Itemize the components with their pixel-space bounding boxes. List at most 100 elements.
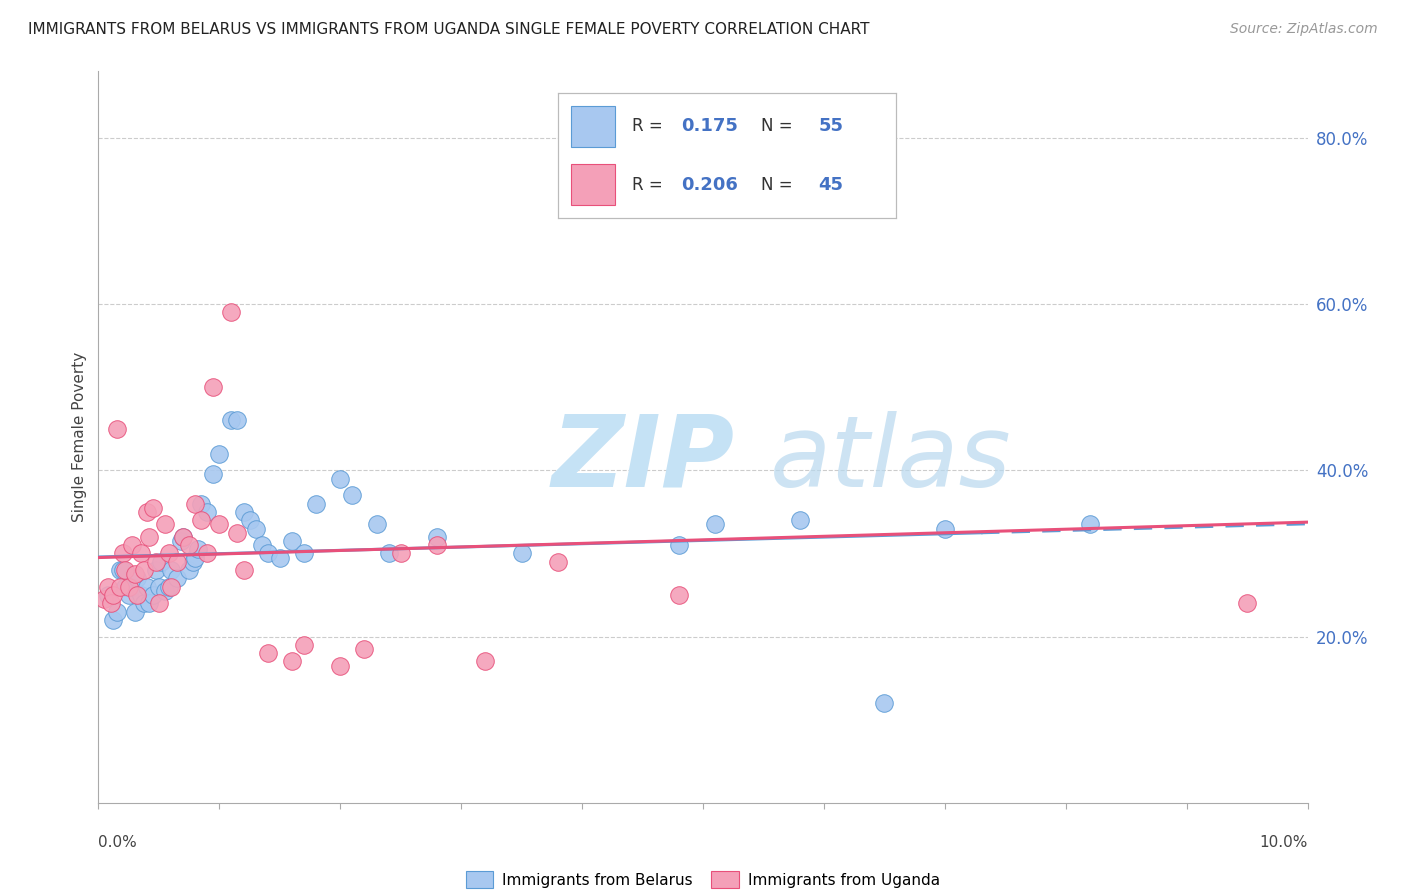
Point bbox=[292, 546, 315, 560]
Point bbox=[108, 563, 131, 577]
Point bbox=[221, 413, 243, 427]
Text: Source: ZipAtlas.com: Source: ZipAtlas.com bbox=[1230, 22, 1378, 37]
Point bbox=[118, 588, 141, 602]
Point bbox=[153, 583, 176, 598]
Point bbox=[187, 542, 209, 557]
Point bbox=[150, 555, 173, 569]
Text: atlas: atlas bbox=[769, 410, 1011, 508]
Point bbox=[184, 497, 207, 511]
Point bbox=[142, 588, 165, 602]
Point bbox=[111, 546, 134, 560]
Point bbox=[157, 546, 180, 560]
Point bbox=[195, 546, 218, 560]
Point bbox=[97, 588, 120, 602]
Point bbox=[172, 530, 194, 544]
Point bbox=[108, 580, 131, 594]
Point bbox=[172, 530, 194, 544]
Point bbox=[166, 571, 188, 585]
Point bbox=[202, 467, 225, 482]
Point bbox=[765, 202, 787, 216]
Point bbox=[668, 538, 690, 552]
Point bbox=[97, 580, 120, 594]
Point bbox=[329, 472, 352, 486]
Point bbox=[426, 530, 449, 544]
Point bbox=[226, 413, 249, 427]
Point bbox=[145, 563, 167, 577]
Point bbox=[142, 500, 165, 515]
Legend: Immigrants from Belarus, Immigrants from Uganda: Immigrants from Belarus, Immigrants from… bbox=[460, 865, 946, 892]
Point bbox=[121, 538, 143, 552]
Point bbox=[281, 533, 304, 548]
Point bbox=[426, 538, 449, 552]
Point bbox=[93, 592, 115, 607]
Point bbox=[160, 580, 183, 594]
Point bbox=[121, 580, 143, 594]
Point bbox=[148, 580, 170, 594]
Point bbox=[124, 605, 146, 619]
Point bbox=[256, 546, 278, 560]
Point bbox=[169, 533, 191, 548]
Point bbox=[232, 505, 254, 519]
Point bbox=[138, 596, 160, 610]
Point bbox=[389, 546, 412, 560]
Point bbox=[245, 521, 267, 535]
Point bbox=[342, 488, 364, 502]
Point bbox=[101, 588, 124, 602]
Point bbox=[668, 588, 690, 602]
Point bbox=[148, 596, 170, 610]
Point bbox=[202, 380, 225, 394]
Point bbox=[221, 305, 243, 319]
Text: 10.0%: 10.0% bbox=[1260, 836, 1308, 850]
Point bbox=[134, 596, 156, 610]
Point bbox=[292, 638, 315, 652]
Point bbox=[353, 642, 375, 657]
Point bbox=[134, 563, 156, 577]
Point bbox=[100, 596, 122, 610]
Point bbox=[789, 513, 811, 527]
Point bbox=[118, 580, 141, 594]
Text: 0.0%: 0.0% bbox=[98, 836, 138, 850]
Point bbox=[190, 497, 212, 511]
Point bbox=[1078, 517, 1101, 532]
Point bbox=[145, 555, 167, 569]
Point bbox=[101, 613, 124, 627]
Point bbox=[184, 550, 207, 565]
Point bbox=[138, 530, 160, 544]
Point bbox=[135, 505, 157, 519]
Point bbox=[105, 422, 128, 436]
Point bbox=[934, 521, 956, 535]
Point bbox=[153, 517, 176, 532]
Point bbox=[105, 605, 128, 619]
Point bbox=[208, 447, 231, 461]
Point bbox=[250, 538, 273, 552]
Point bbox=[129, 588, 152, 602]
Point bbox=[114, 580, 136, 594]
Point bbox=[208, 517, 231, 532]
Point bbox=[256, 646, 278, 660]
Point bbox=[195, 505, 218, 519]
Point bbox=[166, 555, 188, 569]
Point bbox=[114, 563, 136, 577]
Point bbox=[239, 513, 262, 527]
Point bbox=[111, 563, 134, 577]
Point bbox=[124, 567, 146, 582]
Point bbox=[179, 563, 201, 577]
Point bbox=[157, 580, 180, 594]
Point bbox=[547, 555, 569, 569]
Point bbox=[269, 550, 291, 565]
Point bbox=[181, 555, 204, 569]
Point bbox=[190, 513, 212, 527]
Point bbox=[377, 546, 399, 560]
Point bbox=[129, 546, 152, 560]
Point bbox=[135, 580, 157, 594]
Point bbox=[127, 588, 149, 602]
Point bbox=[281, 655, 304, 669]
Point bbox=[160, 563, 183, 577]
Text: ZIP: ZIP bbox=[553, 410, 735, 508]
Point bbox=[366, 517, 388, 532]
Point bbox=[1236, 596, 1258, 610]
Point bbox=[232, 563, 254, 577]
Point bbox=[226, 525, 249, 540]
Point bbox=[329, 658, 352, 673]
Point bbox=[179, 538, 201, 552]
